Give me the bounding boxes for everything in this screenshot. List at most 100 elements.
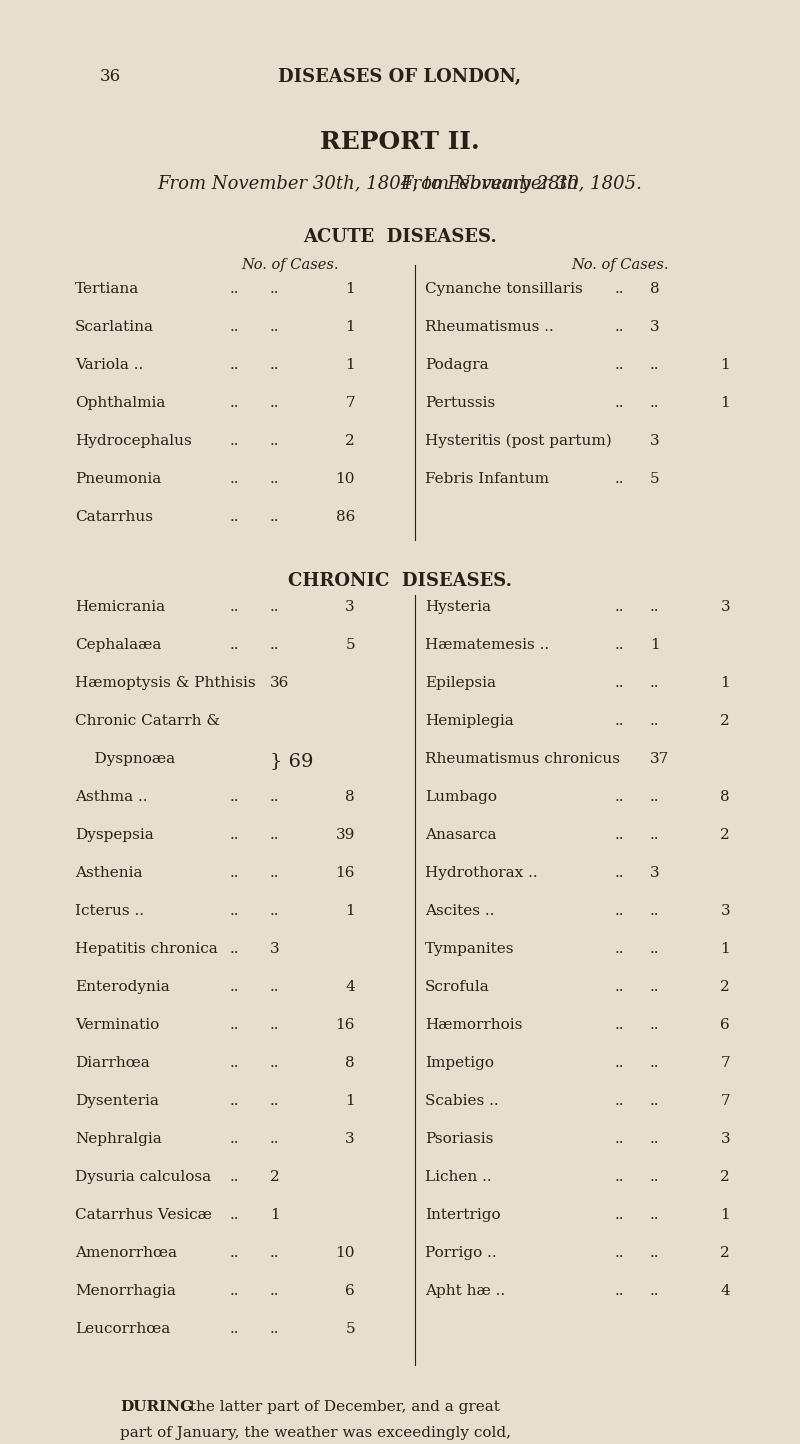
Text: 1: 1 (720, 396, 730, 410)
Text: ..: .. (230, 1018, 239, 1032)
Text: 6: 6 (346, 1284, 355, 1298)
Text: ..: .. (230, 396, 239, 410)
Text: 1: 1 (270, 1207, 280, 1222)
Text: ..: .. (615, 396, 625, 410)
Text: ..: .. (270, 282, 279, 296)
Text: 86: 86 (336, 510, 355, 524)
Text: ..: .. (230, 435, 239, 448)
Text: Hysteritis (post partum): Hysteritis (post partum) (425, 435, 612, 448)
Text: 1: 1 (720, 676, 730, 690)
Text: ..: .. (615, 790, 625, 804)
Text: ..: .. (270, 1284, 279, 1298)
Text: ..: .. (230, 941, 239, 956)
Text: Hæmoptysis & Phthisis: Hæmoptysis & Phthisis (75, 676, 256, 690)
Text: ..: .. (615, 1056, 625, 1070)
Text: ..: .. (230, 904, 239, 918)
Text: 1: 1 (346, 282, 355, 296)
Text: 3: 3 (650, 321, 660, 334)
Text: ..: .. (615, 1170, 625, 1184)
Text: ..: .. (230, 358, 239, 373)
Text: ..: .. (230, 827, 239, 842)
Text: Enterodynia: Enterodynia (75, 980, 170, 993)
Text: Dysuria calculosa: Dysuria calculosa (75, 1170, 211, 1184)
Text: Tertiana: Tertiana (75, 282, 139, 296)
Text: Psoriasis: Psoriasis (425, 1132, 494, 1147)
Text: Lichen ..: Lichen .. (425, 1170, 492, 1184)
Text: ..: .. (650, 358, 659, 373)
Text: DISEASES OF LONDON,: DISEASES OF LONDON, (278, 68, 522, 87)
Text: 36: 36 (100, 68, 121, 85)
Text: ..: .. (230, 790, 239, 804)
Text: ..: .. (650, 904, 659, 918)
Text: Hydrocephalus: Hydrocephalus (75, 435, 192, 448)
Text: ..: .. (615, 866, 625, 879)
Text: Chronic Catarrh &: Chronic Catarrh & (75, 713, 220, 728)
Text: 3: 3 (346, 599, 355, 614)
Text: ..: .. (615, 713, 625, 728)
Text: ..: .. (230, 1207, 239, 1222)
Text: ..: .. (270, 321, 279, 334)
Text: Rheumatismus ..: Rheumatismus .. (425, 321, 554, 334)
Text: 7: 7 (720, 1056, 730, 1070)
Text: part of January, the weather was exceedingly cold,: part of January, the weather was exceedi… (120, 1425, 511, 1440)
Text: ..: .. (230, 866, 239, 879)
Text: DURING: DURING (120, 1399, 193, 1414)
Text: 1: 1 (720, 941, 730, 956)
Text: 3: 3 (270, 941, 280, 956)
Text: ..: .. (230, 1095, 239, 1108)
Text: ..: .. (270, 1246, 279, 1259)
Text: ..: .. (615, 638, 625, 651)
Text: ..: .. (270, 980, 279, 993)
Text: Ascites ..: Ascites .. (425, 904, 494, 918)
Text: 10: 10 (335, 472, 355, 487)
Text: Menorrhagia: Menorrhagia (75, 1284, 176, 1298)
Text: ..: .. (615, 282, 625, 296)
Text: ..: .. (615, 321, 625, 334)
Text: CHRONIC  DISEASES.: CHRONIC DISEASES. (288, 572, 512, 591)
Text: 3: 3 (720, 599, 730, 614)
Text: 7: 7 (720, 1095, 730, 1108)
Text: 1: 1 (346, 321, 355, 334)
Text: ..: .. (230, 1170, 239, 1184)
Text: Scabies ..: Scabies .. (425, 1095, 498, 1108)
Text: Hæmatemesis ..: Hæmatemesis .. (425, 638, 549, 651)
Text: ..: .. (230, 1284, 239, 1298)
Text: No. of Cases.: No. of Cases. (571, 258, 669, 271)
Text: Intertrigo: Intertrigo (425, 1207, 501, 1222)
Text: 6: 6 (720, 1018, 730, 1032)
Text: ..: .. (650, 1246, 659, 1259)
Text: Nephralgia: Nephralgia (75, 1132, 162, 1147)
Text: ..: .. (650, 1207, 659, 1222)
Text: ACUTE  DISEASES.: ACUTE DISEASES. (303, 228, 497, 245)
Text: Apht hæ ..: Apht hæ .. (425, 1284, 505, 1298)
Text: ..: .. (270, 1321, 279, 1336)
Text: ..: .. (270, 599, 279, 614)
Text: ..: .. (615, 980, 625, 993)
Text: ..: .. (615, 472, 625, 487)
Text: ..: .. (230, 321, 239, 334)
Text: Dyspepsia: Dyspepsia (75, 827, 154, 842)
Text: 1: 1 (346, 1095, 355, 1108)
Text: Icterus ..: Icterus .. (75, 904, 144, 918)
Text: Anasarca: Anasarca (425, 827, 497, 842)
Text: Catarrhus: Catarrhus (75, 510, 153, 524)
Text: Verminatio: Verminatio (75, 1018, 159, 1032)
Text: No. of Cases.: No. of Cases. (242, 258, 338, 271)
Text: 3: 3 (720, 904, 730, 918)
Text: 8: 8 (650, 282, 660, 296)
Text: the latter part of December, and a great: the latter part of December, and a great (185, 1399, 500, 1414)
Text: Cynanche tonsillaris: Cynanche tonsillaris (425, 282, 582, 296)
Text: ..: .. (230, 510, 239, 524)
Text: Pneumonia: Pneumonia (75, 472, 162, 487)
Text: ..: .. (650, 599, 659, 614)
Text: ..: .. (650, 941, 659, 956)
Text: Febris Infantum: Febris Infantum (425, 472, 549, 487)
Text: ..: .. (650, 676, 659, 690)
Text: ..: .. (650, 827, 659, 842)
Text: ..: .. (615, 358, 625, 373)
Text: 3: 3 (346, 1132, 355, 1147)
Text: ..: .. (230, 980, 239, 993)
Text: ..: .. (615, 1284, 625, 1298)
Text: ..: .. (230, 472, 239, 487)
Text: 37: 37 (650, 752, 670, 765)
